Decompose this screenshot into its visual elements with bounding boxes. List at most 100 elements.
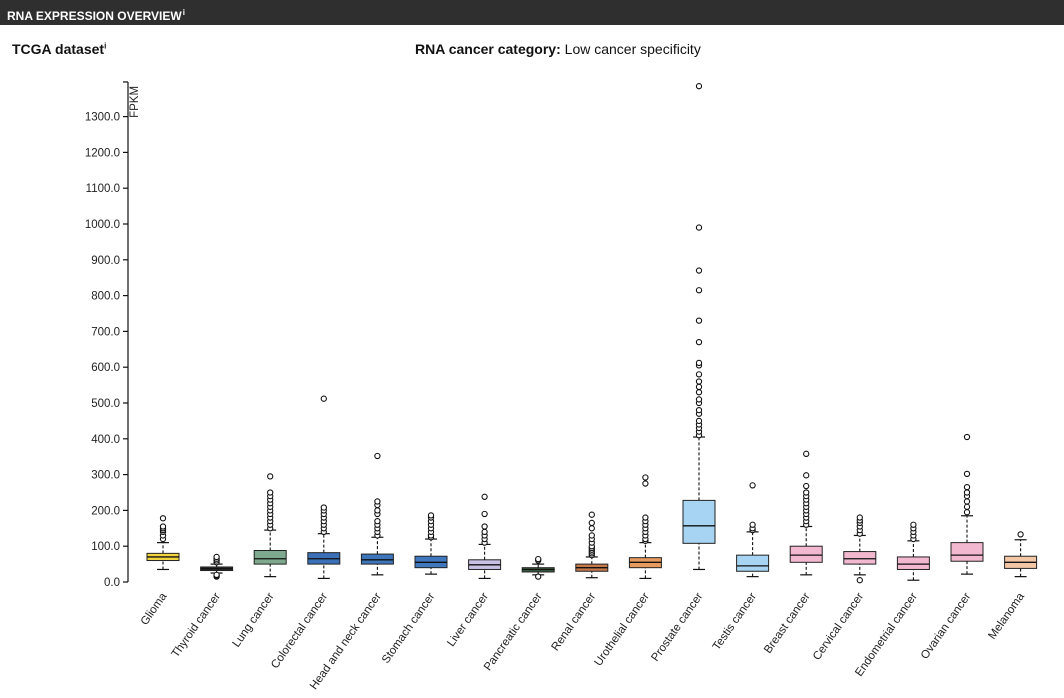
outlier-point <box>695 287 703 294</box>
outlier-point <box>642 480 649 487</box>
outlier-point <box>1017 531 1024 538</box>
outlier-point <box>695 267 703 274</box>
category-label: Pancreatic cancer <box>482 591 545 673</box>
category-label: Breast cancer <box>762 591 813 656</box>
outlier-point <box>695 359 703 367</box>
box-prostate-cancer[interactable] <box>682 499 716 544</box>
outlier-point <box>213 553 220 561</box>
y-axis-label: FPKM <box>129 86 141 118</box>
outlier-point <box>695 224 703 231</box>
category-label: Stomach cancer <box>380 591 438 666</box>
outlier-point <box>267 489 274 496</box>
outlier-point <box>963 503 971 510</box>
y-tick-label: 300.0 <box>91 470 120 482</box>
outlier-point <box>695 338 703 346</box>
box-ovarian-cancer[interactable] <box>950 542 984 562</box>
section-title: RNA EXPRESSION OVERVIEW <box>7 9 182 23</box>
outlier-point <box>213 571 220 578</box>
outlier-point <box>910 521 917 528</box>
outlier-point <box>267 473 274 480</box>
outlier-point <box>481 528 488 536</box>
outlier-point <box>481 510 488 518</box>
y-tick-label: 1300.0 <box>85 112 120 124</box>
outlier-point <box>803 472 810 479</box>
outlier-point <box>481 493 488 500</box>
category-label: Ovarian cancer <box>919 591 974 662</box>
outlier-point <box>374 452 381 460</box>
category-label: Lung cancer <box>231 591 277 650</box>
box-head-and-neck-cancer[interactable] <box>360 553 394 565</box>
category-label: Urothelial cancer <box>593 591 652 669</box>
box-breast-cancer[interactable] <box>789 545 823 563</box>
y-tick-label: 1200.0 <box>85 147 120 159</box>
y-tick-label: 400.0 <box>91 434 120 446</box>
outlier-point <box>963 470 971 478</box>
y-tick-label: 1000.0 <box>85 219 120 231</box>
outlier-point <box>803 489 810 496</box>
outlier-point <box>749 482 756 489</box>
outlier-point <box>695 396 703 403</box>
category-label: Testis cancer <box>711 591 759 653</box>
category-value: Low cancer specificity <box>564 41 701 57</box>
outlier-point <box>803 482 810 490</box>
outlier-point <box>481 523 488 530</box>
outlier-point <box>588 519 595 527</box>
category-label: Endometrial cancer <box>853 591 920 679</box>
section-header: RNA EXPRESSION OVERVIEWi <box>0 0 1064 25</box>
cancer-category: RNA cancer category: Low cancer specific… <box>415 41 701 57</box>
y-tick-label: 0.0 <box>104 577 120 589</box>
outlier-point <box>695 378 703 385</box>
dataset-label: TCGA dataseti <box>12 41 106 57</box>
info-icon[interactable]: i <box>104 41 107 51</box>
outlier-point <box>588 511 595 518</box>
y-tick-label: 1100.0 <box>86 183 120 195</box>
outlier-point <box>695 383 703 391</box>
y-tick-label: 200.0 <box>91 505 120 517</box>
y-tick-label: 100.0 <box>91 541 120 553</box>
category-label: RNA cancer category: <box>415 41 561 57</box>
outlier-point <box>374 507 381 514</box>
y-tick-label: 600.0 <box>91 362 120 374</box>
outlier-point <box>856 514 863 521</box>
box-endometrial-cancer[interactable] <box>896 556 930 570</box>
outlier-point <box>535 555 542 563</box>
dataset-title: TCGA dataset <box>12 41 105 57</box>
category-label: Renal cancer <box>550 591 599 654</box>
outlier-point <box>320 395 327 402</box>
outlier-point <box>963 483 971 491</box>
outlier-point <box>588 525 595 532</box>
outlier-point <box>427 512 435 519</box>
category-label: Cervical cancer <box>811 591 866 663</box>
outlier-point <box>642 514 649 521</box>
outlier-point <box>695 417 703 425</box>
box-testis-cancer[interactable] <box>736 554 770 572</box>
outlier-point <box>695 371 703 378</box>
box-cervical-cancer[interactable] <box>843 551 877 565</box>
outlier-point <box>159 515 167 522</box>
outlier-point <box>856 577 863 584</box>
outlier-point <box>803 450 810 457</box>
outlier-point <box>963 509 971 516</box>
outlier-point <box>320 504 327 511</box>
outlier-point <box>695 389 703 396</box>
outlier-point <box>535 573 542 580</box>
y-tick-label: 500.0 <box>91 398 120 410</box>
category-label: Thyroid cancer <box>170 591 224 660</box>
outlier-point <box>963 498 971 505</box>
y-tick-label: 900.0 <box>91 255 120 267</box>
y-tick-label: 700.0 <box>91 326 120 338</box>
category-label: Prostate cancer <box>649 591 705 664</box>
info-icon[interactable]: i <box>182 8 185 17</box>
box-lung-cancer[interactable] <box>253 549 287 565</box>
outlier-point <box>374 498 381 505</box>
outlier-point <box>749 521 756 528</box>
y-tick-label: 800.0 <box>91 291 120 303</box>
category-label: Liver cancer <box>445 591 491 649</box>
outlier-point <box>695 317 703 324</box>
category-label: Colorectal cancer <box>269 591 330 671</box>
outlier-point <box>695 83 703 90</box>
category-label: Glioma <box>139 590 170 627</box>
outlier-point <box>588 532 595 539</box>
outlier-point <box>963 489 971 496</box>
